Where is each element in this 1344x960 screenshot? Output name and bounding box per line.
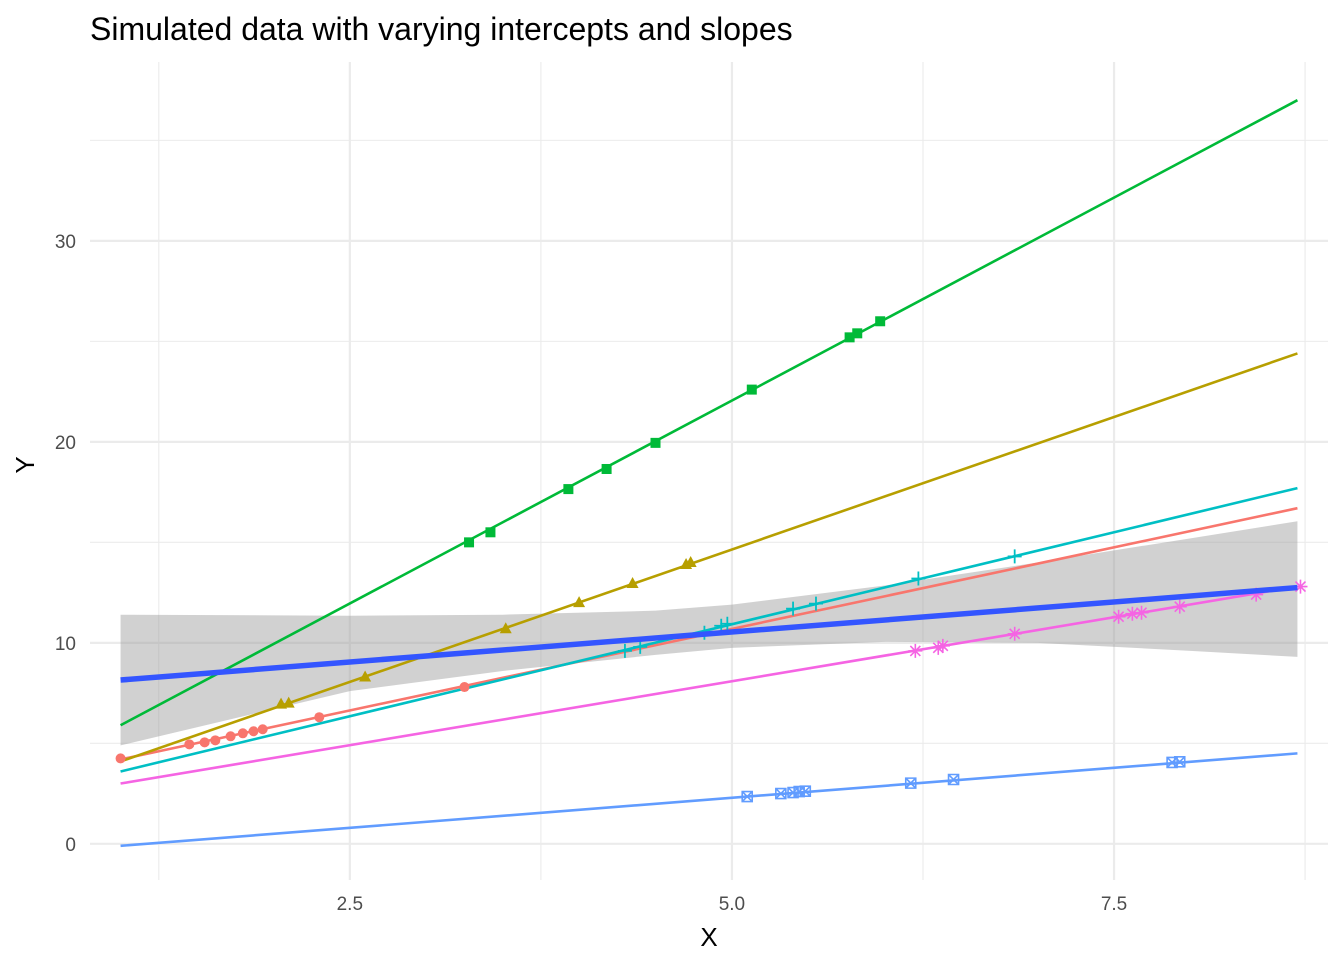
data-point <box>1125 606 1140 621</box>
y-tick-label: 20 <box>55 433 76 454</box>
data-point <box>931 640 946 655</box>
data-point <box>282 696 295 708</box>
group-line <box>119 99 1299 727</box>
data-point <box>314 712 325 723</box>
data-point <box>459 682 470 693</box>
data-point <box>626 577 639 589</box>
data-point <box>499 622 512 634</box>
y-tick-label: 30 <box>55 232 76 253</box>
data-point <box>464 537 475 548</box>
group-line <box>120 352 1298 763</box>
data-point <box>935 638 950 653</box>
chart-title: Simulated data with varying intercepts a… <box>90 11 793 47</box>
data-point <box>844 332 855 343</box>
data-point <box>799 785 812 797</box>
data-point <box>1111 609 1126 624</box>
y-tick-label: 0 <box>65 835 76 856</box>
data-point <box>1007 549 1022 564</box>
data-point <box>908 643 923 658</box>
data-point <box>684 555 697 567</box>
group-line <box>120 486 1298 773</box>
data-point <box>248 726 259 737</box>
data-point <box>650 437 661 448</box>
data-point <box>225 731 236 742</box>
data-point <box>210 735 221 746</box>
data-point <box>115 753 126 764</box>
data-point <box>1173 756 1186 768</box>
data-point <box>1007 626 1022 641</box>
data-point <box>633 639 648 654</box>
data-point <box>601 463 612 474</box>
x-tick-label: 5.0 <box>719 894 745 915</box>
data-point <box>808 596 823 611</box>
x-tick-label: 2.5 <box>337 894 363 915</box>
data-point <box>875 316 886 327</box>
data-point <box>1172 599 1187 614</box>
x-tick-label: 7.5 <box>1101 894 1127 915</box>
x-axis-label: X <box>700 922 717 952</box>
data-point <box>1249 587 1264 602</box>
data-point <box>1134 605 1149 620</box>
data-point <box>947 773 960 786</box>
data-point <box>1293 579 1308 594</box>
data-point <box>911 571 926 586</box>
data-point <box>257 724 268 735</box>
y-tick-label: 10 <box>55 634 76 655</box>
data-point <box>573 596 586 608</box>
data-point <box>563 484 574 495</box>
tick-labels: 2.5 5.0 7.5 0 10 20 30 <box>55 232 1127 915</box>
group-line <box>120 585 1298 785</box>
y-axis-label: Y <box>10 456 40 473</box>
group-lines <box>119 99 1299 848</box>
data-point <box>786 601 801 616</box>
data-point <box>741 790 754 803</box>
data-point <box>775 787 787 800</box>
data-point <box>184 739 195 750</box>
data-point <box>359 670 372 682</box>
data-point <box>852 328 863 339</box>
data-point <box>904 777 917 789</box>
data-point <box>720 616 735 631</box>
data-points <box>115 316 1308 803</box>
data-point <box>485 527 496 538</box>
data-point <box>199 737 210 748</box>
fit-line <box>120 584 1298 683</box>
group-line <box>120 752 1298 848</box>
data-point <box>617 643 632 658</box>
data-point <box>237 728 248 739</box>
data-point <box>746 384 757 395</box>
overall-fit <box>120 584 1298 683</box>
